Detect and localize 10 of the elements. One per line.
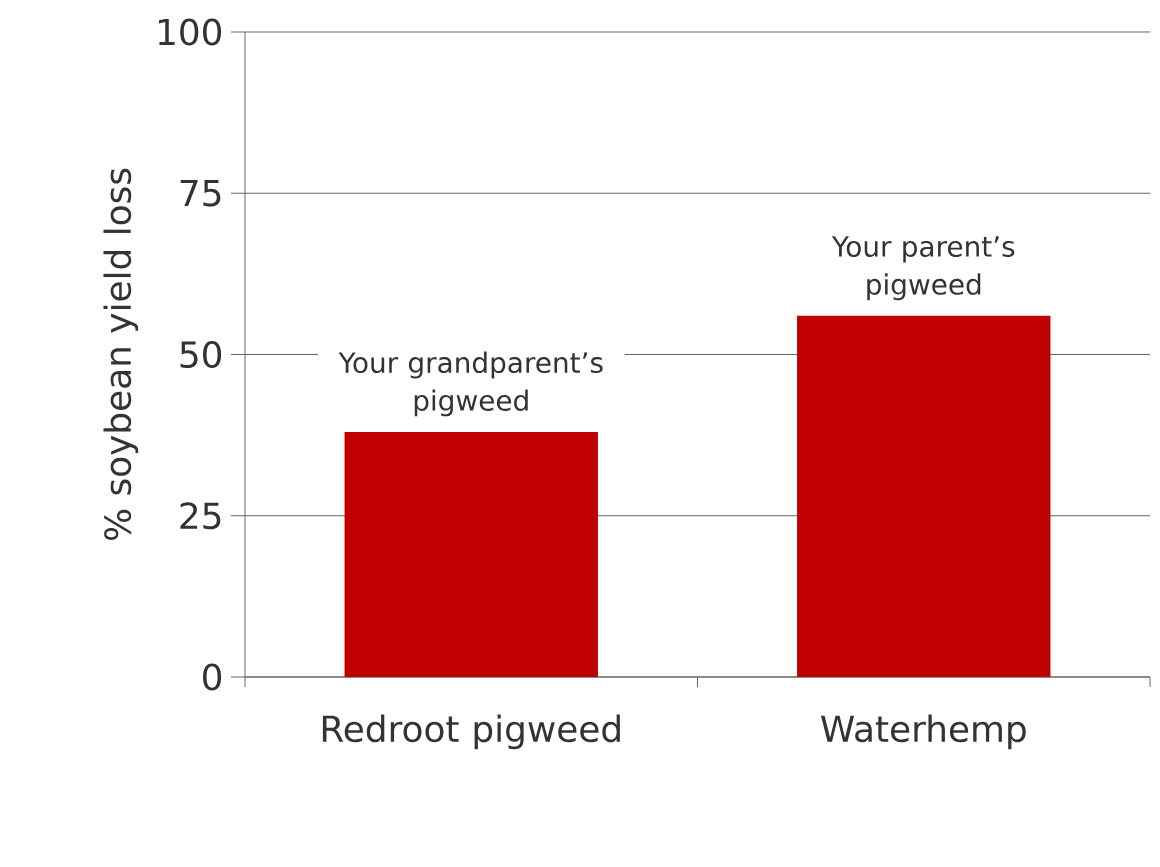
- x-tick-label: Redroot pigweed: [322, 714, 620, 750]
- annotation: Your parent’s pigweed: [831, 236, 1015, 301]
- annotation: Your grandparent’s pigweed: [338, 351, 603, 417]
- y-axis-title: % soybean yield loss: [103, 168, 139, 540]
- y-tick-label: 75: [180, 179, 221, 207]
- x-tick-label: Waterhemp: [821, 714, 1026, 750]
- y-tick-label: 100: [158, 18, 222, 46]
- y-tick-label: 50: [180, 340, 222, 369]
- y-tick-label: 0: [203, 663, 222, 691]
- y-tick-label: 25: [180, 502, 221, 530]
